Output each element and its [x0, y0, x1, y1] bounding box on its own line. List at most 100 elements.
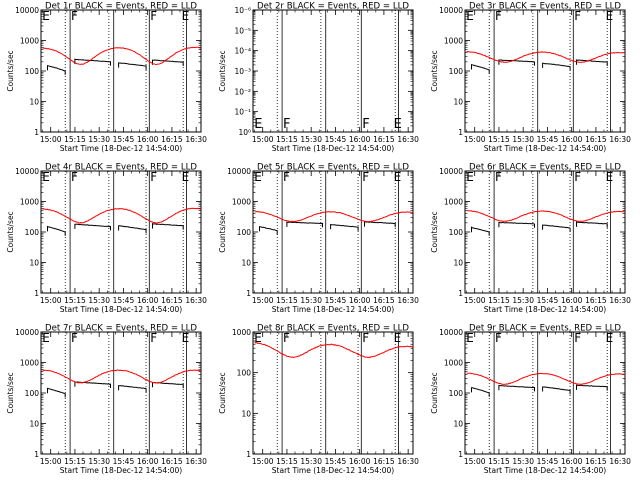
y-axis-label: Counts/sec [6, 372, 15, 413]
lld-series-line [42, 369, 202, 384]
x-tick-label: 16:00 [137, 296, 159, 305]
x-tick-label: 15:30 [88, 135, 110, 144]
y-tick-label: 10000 [439, 6, 463, 15]
x-tick-label: 16:30 [609, 457, 631, 466]
x-tick-label: 15:00 [40, 457, 62, 466]
x-axis-label: Start Time (18-Dec-12 14:54:00) [272, 305, 394, 314]
x-tick-label: 15:30 [300, 457, 322, 466]
y-tick-label: 10⁻¹ [234, 108, 251, 117]
chart-title: Det 6r BLACK = Events, RED = LLD [469, 163, 621, 173]
y-tick-label: 1000 [444, 198, 463, 207]
marker-label: E [606, 331, 614, 345]
x-tick-label: 16:15 [585, 296, 607, 305]
x-tick-label: 15:30 [512, 135, 534, 144]
y-tick-label: 10000 [15, 167, 39, 176]
y-tick-label: 10000 [439, 167, 463, 176]
marker-label: E [182, 9, 190, 23]
y-tick-label: 1 [458, 289, 463, 298]
x-tick-label: 15:15 [64, 296, 86, 305]
events-series-line [471, 63, 490, 74]
x-tick-label: 16:15 [373, 135, 395, 144]
x-tick-label: 15:15 [488, 135, 510, 144]
marker-label: F [150, 331, 157, 345]
x-tick-label: 15:00 [464, 296, 486, 305]
y-tick-label: 10000 [227, 167, 251, 176]
x-tick-label: 16:30 [397, 296, 419, 305]
x-tick-label: 16:00 [137, 457, 159, 466]
x-axis-label: Start Time (18-Dec-12 14:54:00) [272, 466, 394, 475]
x-tick-label: 15:30 [300, 135, 322, 144]
events-series-line [364, 221, 396, 228]
y-tick-label: 10000 [439, 328, 463, 337]
x-axis-label: Start Time (18-Dec-12 14:54:00) [60, 466, 182, 475]
y-axis-label: Counts/sec [6, 211, 15, 252]
y-tick-label: 1 [458, 450, 463, 459]
y-tick-label: 1000 [444, 37, 463, 46]
x-tick-label: 15:15 [276, 457, 298, 466]
marker-label: E [606, 170, 614, 184]
x-tick-label: 15:30 [88, 457, 110, 466]
x-tick-label: 15:00 [464, 457, 486, 466]
marker-label: F [362, 117, 369, 132]
y-tick-label: 1000 [444, 359, 463, 368]
x-tick-label: 15:30 [300, 296, 322, 305]
y-tick-label: 100 [237, 369, 252, 378]
x-tick-label: 15:45 [113, 135, 135, 144]
marker-label: F [362, 170, 369, 184]
x-tick-label: 15:15 [64, 457, 86, 466]
x-axis-label: Start Time (18-Dec-12 14:54:00) [272, 144, 394, 153]
marker-label: F [495, 170, 502, 184]
y-tick-label: 10⁻² [234, 87, 251, 96]
y-tick-label: 10⁰ [238, 128, 251, 137]
x-tick-label: 16:15 [161, 457, 183, 466]
y-tick-label: 10 [29, 259, 39, 268]
x-tick-label: 15:30 [512, 457, 534, 466]
marker-label: F [283, 117, 290, 132]
x-tick-label: 16:30 [185, 457, 207, 466]
y-tick-label: 1 [34, 289, 39, 298]
events-series-line [152, 381, 184, 389]
lld-series-line [254, 342, 414, 359]
marker-label: F [283, 331, 290, 345]
y-tick-label: 10 [453, 420, 463, 429]
x-tick-label: 16:15 [585, 457, 607, 466]
x-axis-label: Start Time (18-Dec-12 14:54:00) [60, 144, 182, 153]
events-series-line [542, 62, 571, 71]
marker-label: F [495, 331, 502, 345]
x-tick-label: 16:15 [373, 457, 395, 466]
y-axis-label: Counts/sec [218, 372, 227, 413]
events-series-line [471, 387, 490, 397]
events-series-line [471, 226, 490, 236]
x-tick-label: 16:30 [397, 457, 419, 466]
x-tick-label: 15:15 [64, 135, 86, 144]
x-tick-label: 15:45 [537, 457, 559, 466]
marker-label: F [71, 331, 78, 345]
x-tick-label: 16:00 [561, 135, 583, 144]
x-tick-label: 15:00 [40, 296, 62, 305]
marker-label: F [574, 9, 581, 23]
events-series-line [498, 384, 535, 392]
x-tick-label: 15:45 [113, 457, 135, 466]
events-series-line [118, 384, 147, 393]
y-tick-label: 100 [25, 67, 40, 76]
y-tick-label: 10 [241, 409, 251, 418]
marker-label: F [283, 170, 290, 184]
x-tick-label: 16:15 [161, 296, 183, 305]
lld-series-line [466, 372, 626, 385]
events-series-line [286, 221, 323, 228]
x-tick-label: 15:45 [325, 135, 347, 144]
x-tick-label: 16:00 [349, 457, 371, 466]
marker-label: E [394, 117, 402, 132]
y-tick-label: 10 [453, 259, 463, 268]
x-tick-label: 15:45 [537, 135, 559, 144]
y-tick-label: 10⁻³ [234, 67, 251, 76]
marker-label: E [182, 331, 190, 345]
y-tick-label: 10⁻⁶ [234, 6, 251, 15]
events-series-line [118, 225, 147, 234]
events-series-line [576, 59, 608, 66]
x-tick-label: 16:30 [609, 135, 631, 144]
y-tick-label: 1000 [232, 198, 251, 207]
